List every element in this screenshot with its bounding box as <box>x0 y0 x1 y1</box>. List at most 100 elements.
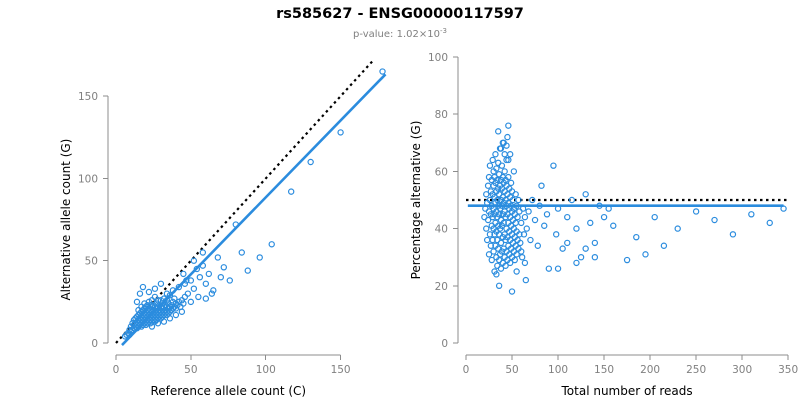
data-point <box>486 196 494 204</box>
data-point <box>256 254 263 261</box>
data-point <box>268 241 275 248</box>
data-point <box>642 251 649 258</box>
data-point <box>515 196 522 204</box>
data-point <box>591 239 599 247</box>
data-point <box>497 265 505 272</box>
data-point <box>217 273 225 281</box>
data-point <box>501 168 508 175</box>
data-point <box>495 211 503 218</box>
data-point <box>497 239 505 247</box>
data-point <box>486 162 494 169</box>
data-point <box>518 219 525 227</box>
data-point <box>559 245 566 252</box>
data-point <box>172 311 180 319</box>
data-point <box>190 257 198 264</box>
data-point <box>564 213 571 221</box>
data-point <box>521 259 529 267</box>
data-point <box>538 182 545 189</box>
data-point <box>202 280 210 287</box>
y-axis-title: Percentage alternative (G) <box>409 121 423 280</box>
data-point <box>522 276 530 284</box>
data-point <box>527 236 534 244</box>
data-point <box>517 239 524 247</box>
y-tick-label: 0 <box>91 338 98 350</box>
data-point <box>503 142 510 149</box>
data-point <box>214 254 222 261</box>
y-tick-label: 80 <box>435 109 448 121</box>
data-point <box>505 156 512 164</box>
x-tick-label: 0 <box>463 364 470 376</box>
data-point <box>505 173 512 181</box>
data-point <box>514 213 521 221</box>
data-point <box>379 68 386 75</box>
x-tick-label: 0 <box>113 364 120 376</box>
data-point <box>154 320 162 327</box>
data-point <box>489 156 496 164</box>
data-point <box>195 293 202 301</box>
data-point <box>178 308 186 315</box>
data-point <box>287 188 295 195</box>
data-point <box>531 216 539 224</box>
x-tick-label: 350 <box>778 364 798 376</box>
data-point <box>226 277 233 284</box>
data-point <box>505 122 512 129</box>
data-point <box>485 251 493 258</box>
data-point <box>175 283 183 291</box>
data-point <box>495 128 502 135</box>
data-point <box>169 305 177 312</box>
data-point <box>623 256 631 264</box>
x-tick-label: 150 <box>594 364 614 376</box>
data-point <box>587 219 594 227</box>
data-point <box>591 254 599 261</box>
data-points <box>121 68 386 340</box>
data-point <box>494 196 501 204</box>
y-tick-label: 100 <box>428 52 448 64</box>
data-point <box>148 323 156 330</box>
data-point <box>145 288 153 296</box>
data-point <box>506 259 514 267</box>
data-point <box>512 191 519 198</box>
data-point <box>600 213 608 221</box>
data-point <box>518 248 525 255</box>
y-tick-label: 150 <box>78 91 98 103</box>
x-tick-label: 250 <box>686 364 706 376</box>
data-point <box>573 259 580 267</box>
data-point <box>550 162 557 169</box>
data-point <box>651 213 658 221</box>
pvalue-subtitle: p-value: 1.02×10-3 <box>353 27 447 40</box>
reference-line <box>115 59 375 344</box>
y-tick-label: 60 <box>435 166 448 178</box>
data-point <box>163 290 171 297</box>
data-point <box>564 239 571 247</box>
data-point <box>568 196 576 204</box>
x-tick-label: 150 <box>331 364 351 376</box>
data-point <box>780 205 787 212</box>
y-tick-label: 50 <box>85 256 98 268</box>
data-point <box>488 256 495 264</box>
data-point <box>483 236 491 244</box>
data-point <box>483 191 490 198</box>
data-point <box>507 179 515 187</box>
data-point <box>766 219 773 227</box>
data-point <box>582 191 589 198</box>
data-point <box>518 254 526 261</box>
data-point <box>166 315 174 322</box>
y-axis-title: Alternative allele count (G) <box>59 139 73 301</box>
data-point <box>337 129 344 136</box>
data-point <box>180 300 187 307</box>
data-point <box>520 231 528 238</box>
data-point <box>180 270 187 278</box>
data-point <box>139 283 147 291</box>
data-point <box>199 249 207 256</box>
y-tick-label: 40 <box>435 224 448 236</box>
data-point <box>202 295 210 302</box>
data-point <box>244 267 251 274</box>
data-point <box>511 256 518 264</box>
data-point <box>516 231 523 238</box>
data-point <box>184 290 192 297</box>
data-point <box>554 265 562 272</box>
data-point <box>190 285 198 292</box>
data-point <box>123 331 130 338</box>
data-point <box>521 213 529 221</box>
